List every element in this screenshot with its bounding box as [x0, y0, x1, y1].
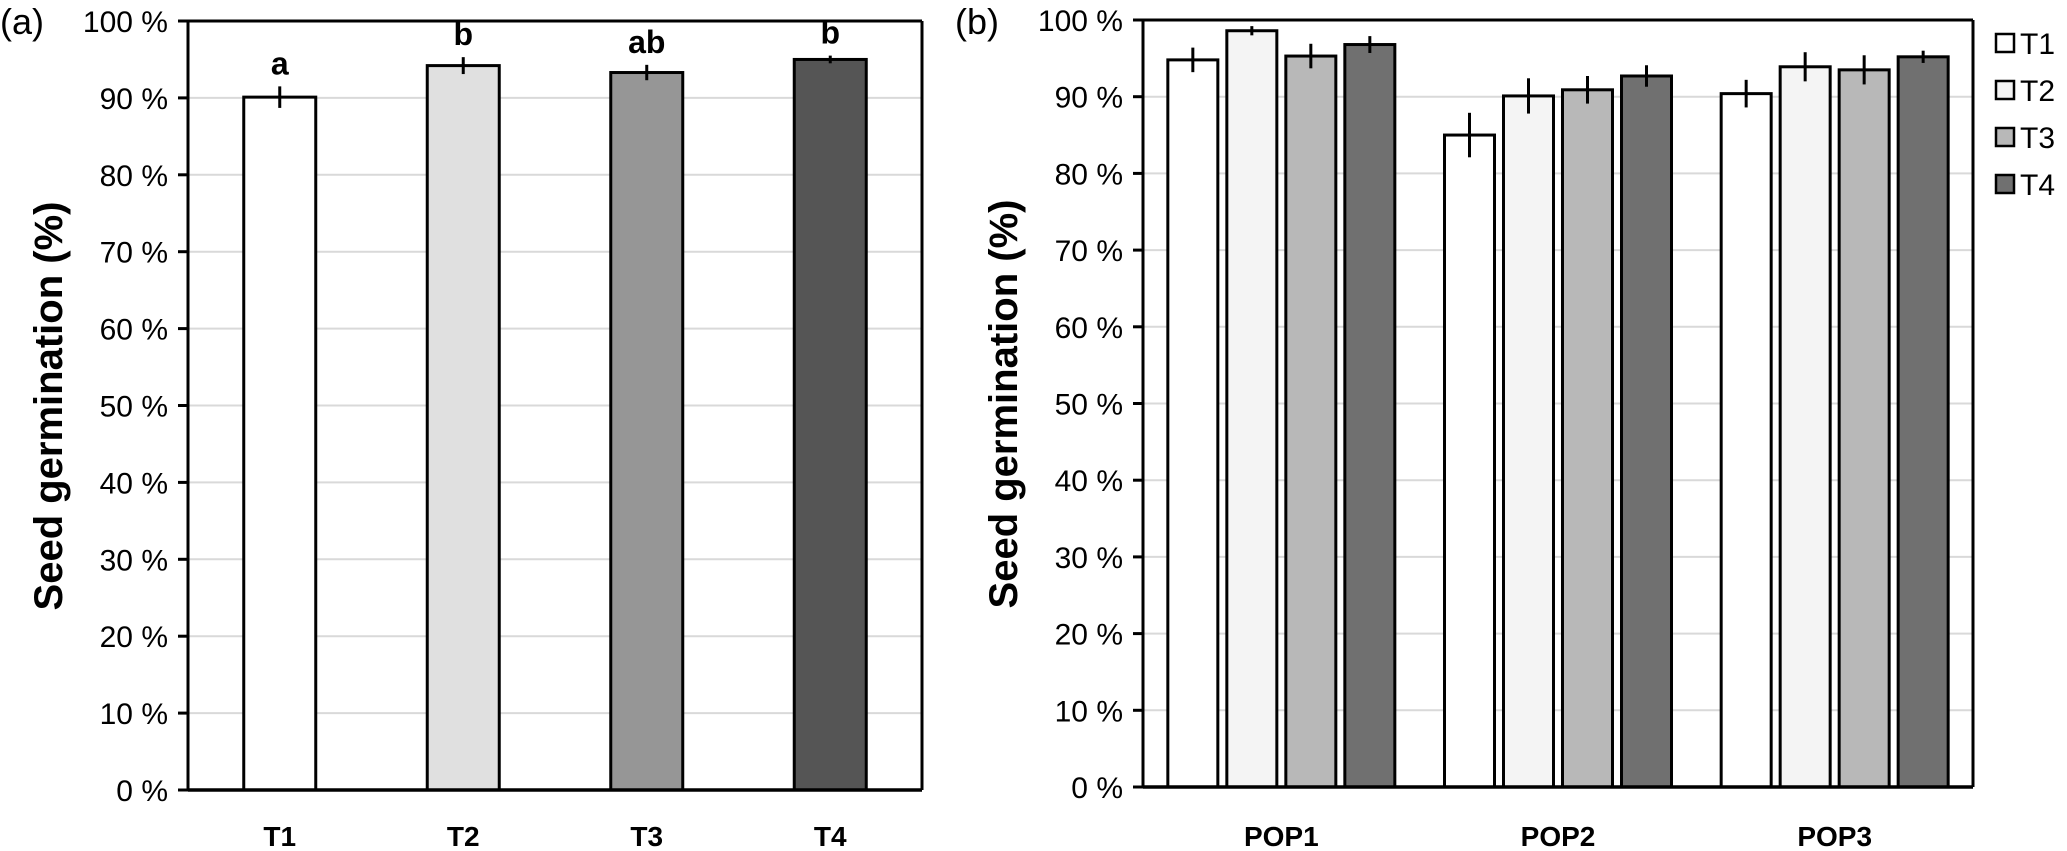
bar-t3 [609, 71, 685, 792]
legend-label: T1 [2020, 28, 2055, 61]
x-tick-label: POP2 [1521, 821, 1596, 851]
panel-b-y-ticks: 0 % 10 % 20 % 30 % 40 % 50 % 60 % 70 % 80 % 90 % 1… [1038, 5, 1143, 805]
x-tick-label: T4 [814, 821, 847, 851]
y-tick-label: 40 % [100, 467, 168, 500]
significance-letter: b [453, 16, 473, 52]
panel-b-bars [1166, 26, 1950, 789]
bar-pop1-t2 [1225, 29, 1279, 789]
y-tick-label: 30 % [1055, 542, 1123, 575]
bar-pop2-t1 [1443, 133, 1496, 789]
y-tick-label: 10 % [100, 698, 168, 731]
y-tick-label: 0 % [116, 775, 168, 808]
y-tick-label: 60 % [1055, 312, 1123, 345]
y-tick-label: 60 % [100, 314, 168, 347]
legend: T1 T2 T3 T4 [1994, 28, 2055, 202]
legend-swatch-t4 [1994, 173, 2016, 195]
bar-t4 [792, 57, 868, 792]
bar-pop3-t1 [1719, 92, 1773, 789]
panel-b-y-axis-title: Seed germination (%) [982, 200, 1026, 609]
y-tick-label: 100 % [83, 6, 168, 39]
bar-pop1-t1 [1166, 58, 1220, 789]
legend-swatch-t3 [1994, 126, 2016, 148]
bar-pop2-t4 [1620, 74, 1673, 789]
y-tick-label: 90 % [100, 83, 168, 116]
panel-b-chart: (b) 0 % 10 % 20 % 30 % 40 % 50 % 60 % 70 % 80 % 9… [955, 1, 2055, 851]
significance-letter: ab [628, 24, 665, 60]
bar-pop3-t4 [1896, 55, 1950, 789]
bar-t2 [425, 64, 501, 792]
significance-letter: b [820, 15, 840, 51]
legend-label: T3 [2020, 122, 2055, 155]
panel-a-x-labels: T1 T2 T3 T4 [263, 821, 847, 851]
y-tick-label: 50 % [1055, 389, 1123, 422]
y-tick-label: 40 % [1055, 465, 1123, 498]
y-tick-label: 10 % [1055, 695, 1123, 728]
panel-b-x-labels: POP1 POP2 POP3 [1244, 821, 1872, 851]
panel-a-chart: (a) ab ab b 0 %10 %20 %30 %40 %50 %60 %70 … [0, 1, 924, 851]
legend-swatch-t2 [1994, 79, 2016, 101]
y-tick-label: 30 % [100, 544, 168, 577]
y-tick-label: 80 % [100, 160, 168, 193]
x-tick-label: T2 [447, 821, 480, 851]
panel-a-y-ticks: 0 % 10 % 20 % 30 % 40 % 50 % 60 % 70 % 80 % 90 % 1… [83, 6, 188, 808]
bar-pop1-t4 [1343, 43, 1397, 789]
panel-b-label: (b) [955, 1, 999, 42]
bar-pop3-t3 [1837, 68, 1891, 789]
bar-pop2-t2 [1502, 94, 1555, 789]
x-tick-label: T1 [263, 821, 296, 851]
bar-pop2-t3 [1561, 88, 1614, 789]
x-tick-label: T3 [630, 821, 663, 851]
y-tick-label: 20 % [1055, 619, 1123, 652]
y-tick-label: 70 % [1055, 235, 1123, 268]
panel-a-y-axis-title: Seed germination (%) [27, 202, 71, 611]
y-tick-label: 90 % [1055, 82, 1123, 115]
y-tick-label: 20 % [100, 621, 168, 654]
legend-swatch-t1 [1994, 32, 2016, 54]
x-tick-label: POP3 [1797, 821, 1872, 851]
y-tick-label: 0 % [1071, 772, 1123, 805]
y-tick-label: 80 % [1055, 158, 1123, 191]
significance-letter: a [271, 45, 289, 81]
panel-a-bars: ab ab b [242, 15, 868, 792]
x-tick-label: POP1 [1244, 821, 1319, 851]
bar-t1 [242, 95, 318, 792]
panel-a-label: (a) [0, 1, 44, 42]
legend-label: T4 [2020, 169, 2055, 202]
y-tick-label: 100 % [1038, 5, 1123, 38]
y-tick-label: 70 % [100, 237, 168, 270]
panel-b-gridlines [1143, 95, 1973, 712]
legend-label: T2 [2020, 75, 2055, 108]
y-tick-label: 50 % [100, 391, 168, 424]
bar-pop1-t3 [1284, 54, 1338, 789]
bar-pop3-t2 [1778, 65, 1832, 789]
